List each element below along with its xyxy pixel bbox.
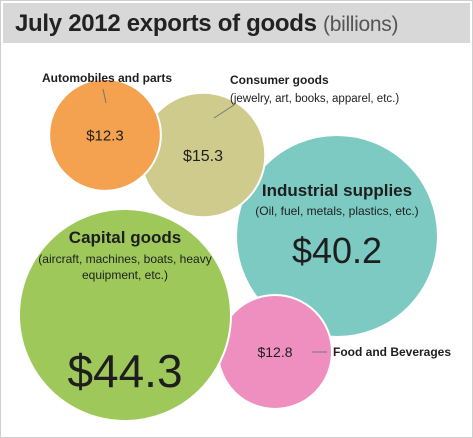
chart-title-text: July 2012 exports of goods <box>15 10 317 37</box>
leader-line-automobiles-and-parts <box>102 88 107 104</box>
detail-capital-goods-1: (aircraft, machines, boats, heavy <box>38 252 211 266</box>
leader-line-consumer-goods <box>213 104 235 119</box>
detail-industrial-supplies: (Oil, fuel, metals, plastics, etc.) <box>255 204 418 218</box>
label-industrial-supplies: Industrial supplies <box>262 181 412 200</box>
bubble-industrial-supplies <box>235 134 439 338</box>
bubble-capital-goods <box>18 208 232 422</box>
value-capital-goods: $44.3 <box>67 345 182 397</box>
chart-title: July 2012 exports of goods (billions) <box>15 10 398 38</box>
title-bar: July 2012 exports of goods (billions) <box>3 3 470 43</box>
value-industrial-supplies: $40.2 <box>292 230 382 271</box>
chart-title-unit: (billions) <box>323 13 399 36</box>
detail-capital-goods-2: equipment, etc.) <box>82 268 168 282</box>
value-automobiles-and-parts: $12.3 <box>86 127 124 144</box>
label-capital-goods: Capital goods <box>69 228 181 247</box>
bubble-automobiles-and-parts <box>48 78 162 192</box>
label-food-and-beverages: Food and Beverages <box>333 345 451 359</box>
label-consumer-goods: Consumer goods <box>230 73 329 87</box>
detail-consumer-goods: (jewelry, art, books, apparel, etc.) <box>230 93 399 105</box>
value-consumer-goods: $15.3 <box>183 148 223 165</box>
value-food-and-beverages: $12.8 <box>257 344 292 360</box>
label-automobiles-and-parts: Automobiles and parts <box>42 71 172 85</box>
